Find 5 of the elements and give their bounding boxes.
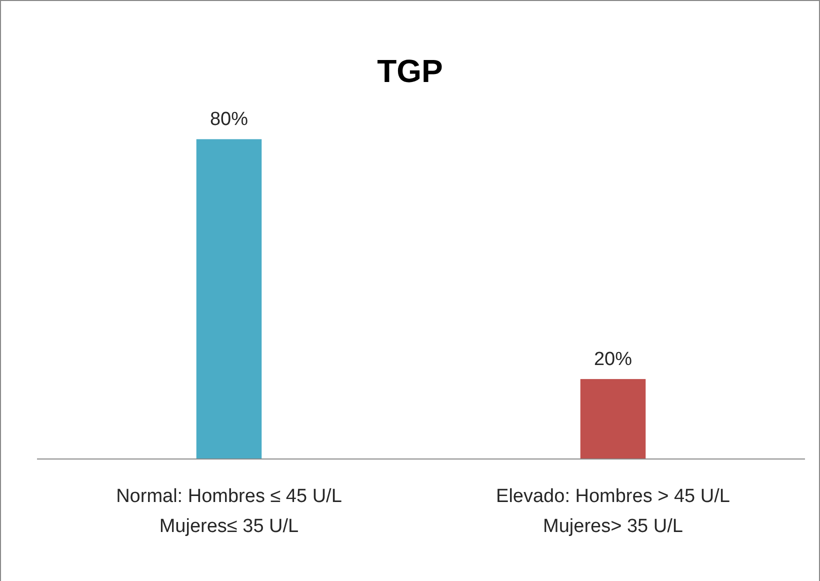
chart-title: TGP <box>377 53 443 89</box>
data-label: 20% <box>594 349 632 370</box>
data-label: 80% <box>210 109 248 130</box>
x-tick-label: Elevado: Hombres > 45 U/L Mujeres> 35 U/L <box>496 486 730 537</box>
x-tick-label: Normal: Hombres ≤ 45 U/L Mujeres≤ 35 U/L <box>116 486 342 537</box>
